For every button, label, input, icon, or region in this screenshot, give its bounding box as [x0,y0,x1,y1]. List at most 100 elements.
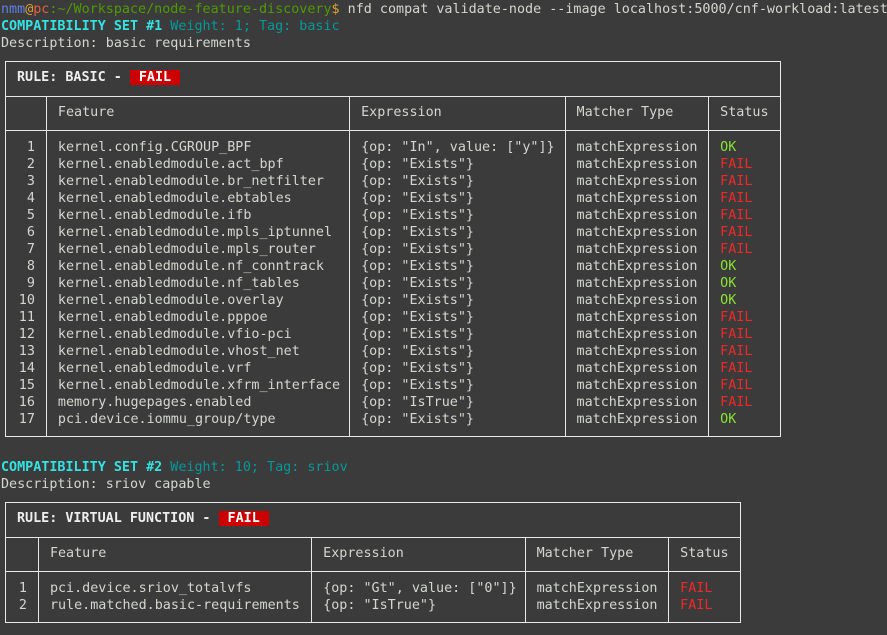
feature-cell: kernel.enabledmodule.ebtables [57,191,292,206]
matcher-type-cell: matchExpression [576,395,698,410]
column-header: Status [708,97,780,130]
expression-cell: {op: "Exists"} [361,191,474,206]
status-cell: FAIL [720,361,753,376]
expression-cell: {op: "Exists"} [361,361,474,376]
status-cell: FAIL [680,598,713,613]
row-index: 8 [26,259,35,274]
row-index: 17 [18,412,35,427]
feature-cell: kernel.enabledmodule.ifb [57,208,252,223]
prompt-at: @ [25,2,34,17]
feature-cell: kernel.config.CGROUP_BPF [57,140,252,155]
expression-cell: {op: "Exists"} [361,259,474,274]
rule-table: RULE: BASIC - FAIL Feature Expression Matc… [5,61,781,437]
feature-cell: kernel.enabledmodule.nf_tables [57,276,300,291]
row-index: 2 [26,157,35,172]
status-cell: FAIL [720,157,753,172]
status-cell: OK [720,276,737,291]
matcher-type-cell: matchExpression [576,412,698,427]
expression-cell: {op: "Exists"} [361,344,474,359]
set-meta: Weight: 1; Tag: basic [162,19,340,34]
row-index: 6 [26,225,35,240]
prompt-dollar: $ [331,2,340,17]
feature-cell: kernel.enabledmodule.br_netfilter [57,174,324,189]
table-header: Feature Expression Matcher Type Status [6,97,780,131]
row-index: 2 [18,598,27,613]
matcher-type-cell: matchExpression [536,581,658,596]
matcher-type-cell: matchExpression [576,140,698,155]
rule-title: RULE: BASIC - FAIL [6,62,780,97]
row-index: 1 [26,140,35,155]
feature-cell: kernel.enabledmodule.act_bpf [57,157,284,172]
feature-cell: kernel.enabledmodule.overlay [57,293,284,308]
expression-cell: {op: "Exists"} [361,327,474,342]
expression-cell: {op: "Exists"} [361,276,474,291]
set-description: Description: basic requirements [1,36,251,51]
feature-cell: kernel.enabledmodule.vhost_net [57,344,300,359]
row-index: 4 [26,191,35,206]
prompt-user: nmm [1,2,26,17]
set-title: COMPATIBILITY SET #2 [1,460,163,475]
matcher-type-cell: matchExpression [576,259,698,274]
matcher-type-cell: matchExpression [576,157,698,172]
feature-cell: kernel.enabledmodule.pppoe [57,310,268,325]
status-cell: FAIL [720,242,753,257]
column-cells: {op: "Gt", value: ["0"]} {op: "IsTrue"} [311,572,524,622]
status-cell: OK [720,140,737,155]
row-index: 10 [18,293,35,308]
matcher-type-cell: matchExpression [576,293,698,308]
set-meta: Weight: 10; Tag: sriov [162,460,348,475]
status-cell: FAIL [720,225,753,240]
column-header: Status [668,538,740,571]
expression-cell: {op: "In", value: ["y"]} [361,140,555,155]
matcher-type-cell: matchExpression [576,242,698,257]
feature-cell: kernel.enabledmodule.vfio-pci [57,327,292,342]
column-header: Feature [45,97,349,130]
header-index [6,97,46,130]
set-heading: COMPATIBILITY SET #1 Weight: 1; Tag: bas… [1,18,340,35]
expression-cell: {op: "IsTrue"} [323,598,437,613]
table-body: 1 2 3 4 5 6 7 8 9 10 11 12 13 14 15 16 17 kernel.config.C… [6,131,780,436]
matcher-type-cell: matchExpression [576,327,698,342]
row-index: 13 [18,344,35,359]
expression-cell: {op: "IsTrue"} [361,395,474,410]
matcher-type-cell: matchExpression [536,598,658,613]
expression-cell: {op: "Exists"} [361,157,474,172]
column-header: Matcher Type [564,97,709,130]
prompt-host: pc [33,2,50,17]
matcher-type-cell: matchExpression [576,191,698,206]
rule-status-badge: FAIL [218,511,269,526]
rule-title: RULE: VIRTUAL FUNCTION - FAIL [6,503,740,538]
matcher-type-cell: matchExpression [576,174,698,189]
row-index: 16 [18,395,35,410]
column-cells: matchExpression matchExpression [524,572,669,622]
expression-cell: {op: "Exists"} [361,412,474,427]
expression-cell: {op: "Exists"} [361,310,474,325]
status-cell: FAIL [720,174,753,189]
rule-table: RULE: VIRTUAL FUNCTION - FAIL Feature Exp… [5,502,741,623]
status-cell: FAIL [720,344,753,359]
feature-cell: kernel.enabledmodule.vrf [57,361,252,376]
status-cell: FAIL [720,378,753,393]
matcher-type-cell: matchExpression [576,276,698,291]
row-index: 3 [26,174,35,189]
matcher-type-cell: matchExpression [576,361,698,376]
expression-cell: {op: "Exists"} [361,242,474,257]
row-index: 15 [18,378,35,393]
expression-cell: {op: "Exists"} [361,225,474,240]
expression-cell: {op: "Exists"} [361,208,474,223]
matcher-type-cell: matchExpression [576,344,698,359]
expression-cell: {op: "Exists"} [361,293,474,308]
set-description: Description: sriov capable [1,477,211,492]
set-heading: COMPATIBILITY SET #2 Weight: 10; Tag: sr… [1,459,348,476]
table-header: Feature Expression Matcher Type Status [6,538,740,572]
status-cell: FAIL [680,581,713,596]
matcher-type-cell: matchExpression [576,208,698,223]
row-index: 11 [18,310,35,325]
column-header: Expression [349,97,564,130]
rule-name: RULE: BASIC - [17,70,130,85]
matcher-type-cell: matchExpression [576,378,698,393]
matcher-type-cell: matchExpression [576,310,698,325]
column-cells: OK FAIL FAIL FAIL FAIL FAIL FAIL OK OK OK FAIL FAIL… [708,131,780,436]
matcher-type-cell: matchExpression [576,225,698,240]
command-prompt: nmm@pc:~/Workspace/node-feature-discover… [1,1,887,18]
